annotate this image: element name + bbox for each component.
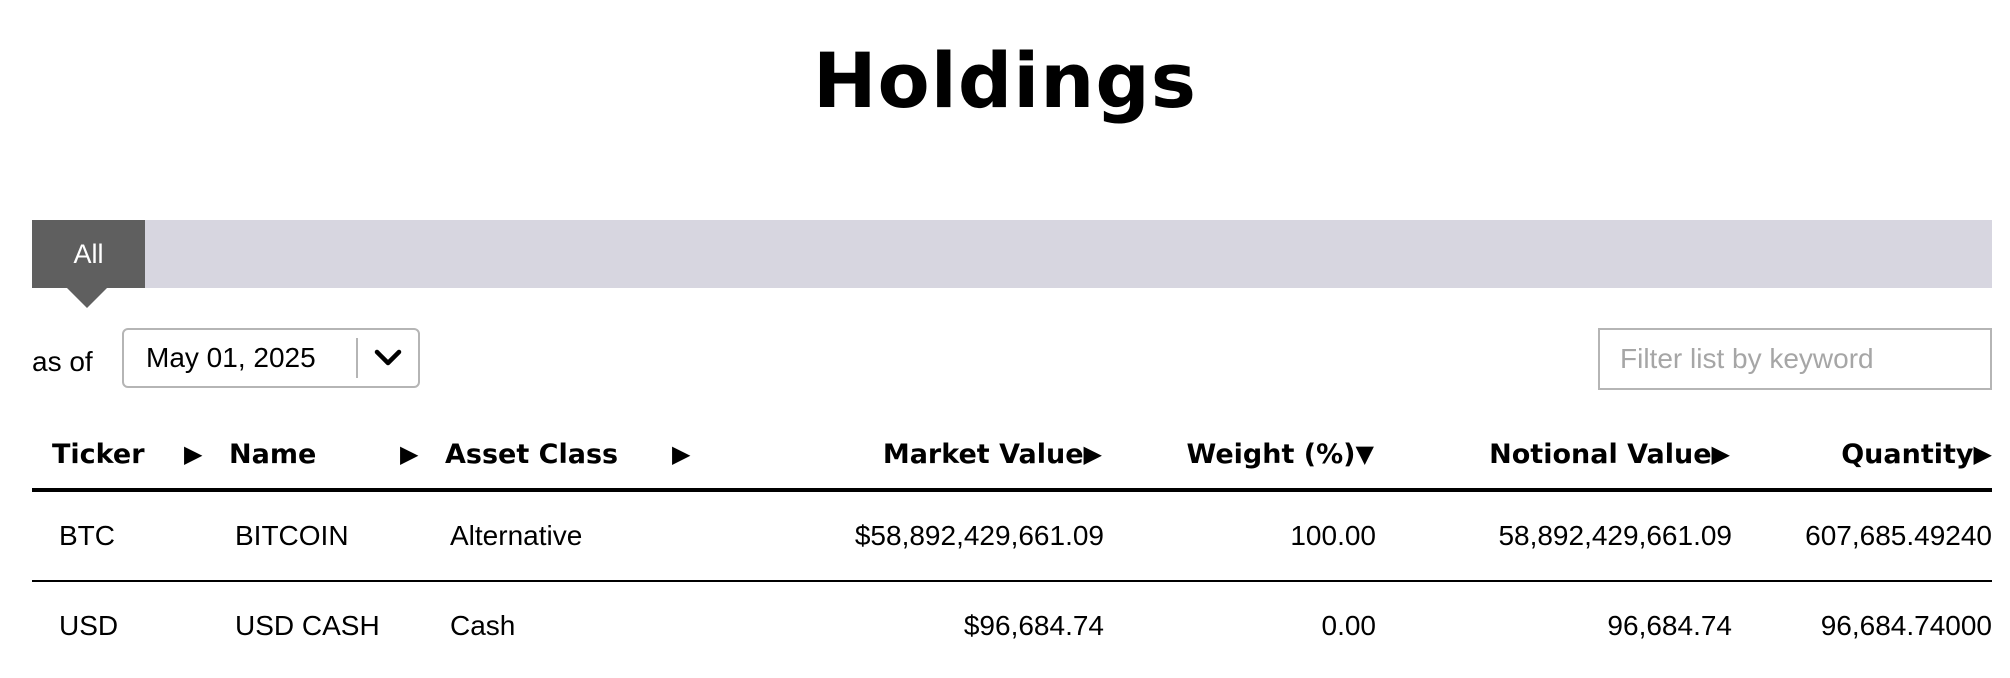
column-label: Market Value: [882, 438, 1084, 470]
page-title: Holdings: [812, 36, 1198, 125]
cell-asset-class: Alternative: [450, 520, 583, 551]
column-label: Name: [229, 438, 317, 470]
as-of-label: as of: [32, 346, 93, 377]
holdings-table: Ticker ▶ Name ▶ Asset Class ▶ Market Val…: [32, 420, 1992, 670]
cell-notional-value: 58,892,429,661.09: [1498, 520, 1732, 551]
sort-arrow-icon[interactable]: ▶: [400, 440, 419, 468]
sort-down-icon: ▼: [1355, 440, 1374, 468]
cell-weight: 100.00: [1290, 520, 1376, 551]
table-row: BTC BITCOIN Alternative $58,892,429,661.…: [32, 492, 1992, 582]
cell-notional-value: 96,684.74: [1607, 610, 1732, 641]
tab-all[interactable]: All: [32, 220, 145, 308]
column-header-weight[interactable]: Weight (%) ▼: [1102, 420, 1374, 488]
sort-arrow-icon[interactable]: ▶: [672, 440, 691, 468]
cell-market-value: $58,892,429,661.09: [854, 520, 1104, 551]
cell-market-value: $96,684.74: [963, 610, 1104, 641]
sort-arrow-icon[interactable]: ▶: [184, 440, 203, 468]
table-header: Ticker ▶ Name ▶ Asset Class ▶ Market Val…: [32, 420, 1992, 492]
column-label: Quantity: [1841, 438, 1974, 470]
keyword-filter-input[interactable]: [1598, 328, 1992, 390]
sort-arrow-icon: ▶: [1083, 440, 1102, 468]
column-label: Asset Class: [445, 438, 619, 470]
cell-name: USD CASH: [235, 610, 380, 641]
column-header-quantity[interactable]: Quantity ▶: [1730, 420, 1992, 488]
column-header-asset-class[interactable]: Asset Class: [445, 420, 618, 488]
column-label: Ticker: [52, 438, 145, 470]
cell-ticker: BTC: [59, 520, 115, 551]
cell-quantity: 96,684.74000: [1820, 610, 1992, 641]
cell-weight: 0.00: [1321, 610, 1377, 641]
date-dropdown[interactable]: May 01, 2025: [122, 328, 420, 388]
column-header-ticker[interactable]: Ticker: [52, 420, 145, 488]
dropdown-divider: [356, 338, 358, 378]
sort-arrow-icon: ▶: [1711, 440, 1730, 468]
cell-ticker: USD: [59, 610, 119, 641]
column-header-notional-value[interactable]: Notional Value ▶: [1374, 420, 1730, 488]
column-header-market-value[interactable]: Market Value ▶: [612, 420, 1102, 488]
date-value: May 01, 2025: [146, 342, 316, 373]
column-header-name[interactable]: Name: [229, 420, 316, 488]
sort-arrow-icon: ▶: [1973, 440, 1992, 468]
cell-asset-class: Cash: [450, 610, 516, 641]
column-label: Weight (%): [1186, 438, 1356, 470]
chevron-down-icon: [358, 349, 418, 367]
cell-name: BITCOIN: [235, 520, 349, 551]
table-row: USD USD CASH Cash $96,684.74 0.00 96,684…: [32, 582, 1992, 670]
cell-quantity: 607,685.49240: [1805, 520, 1992, 551]
tab-bar: All: [32, 220, 1992, 308]
column-label: Notional Value: [1489, 438, 1712, 470]
